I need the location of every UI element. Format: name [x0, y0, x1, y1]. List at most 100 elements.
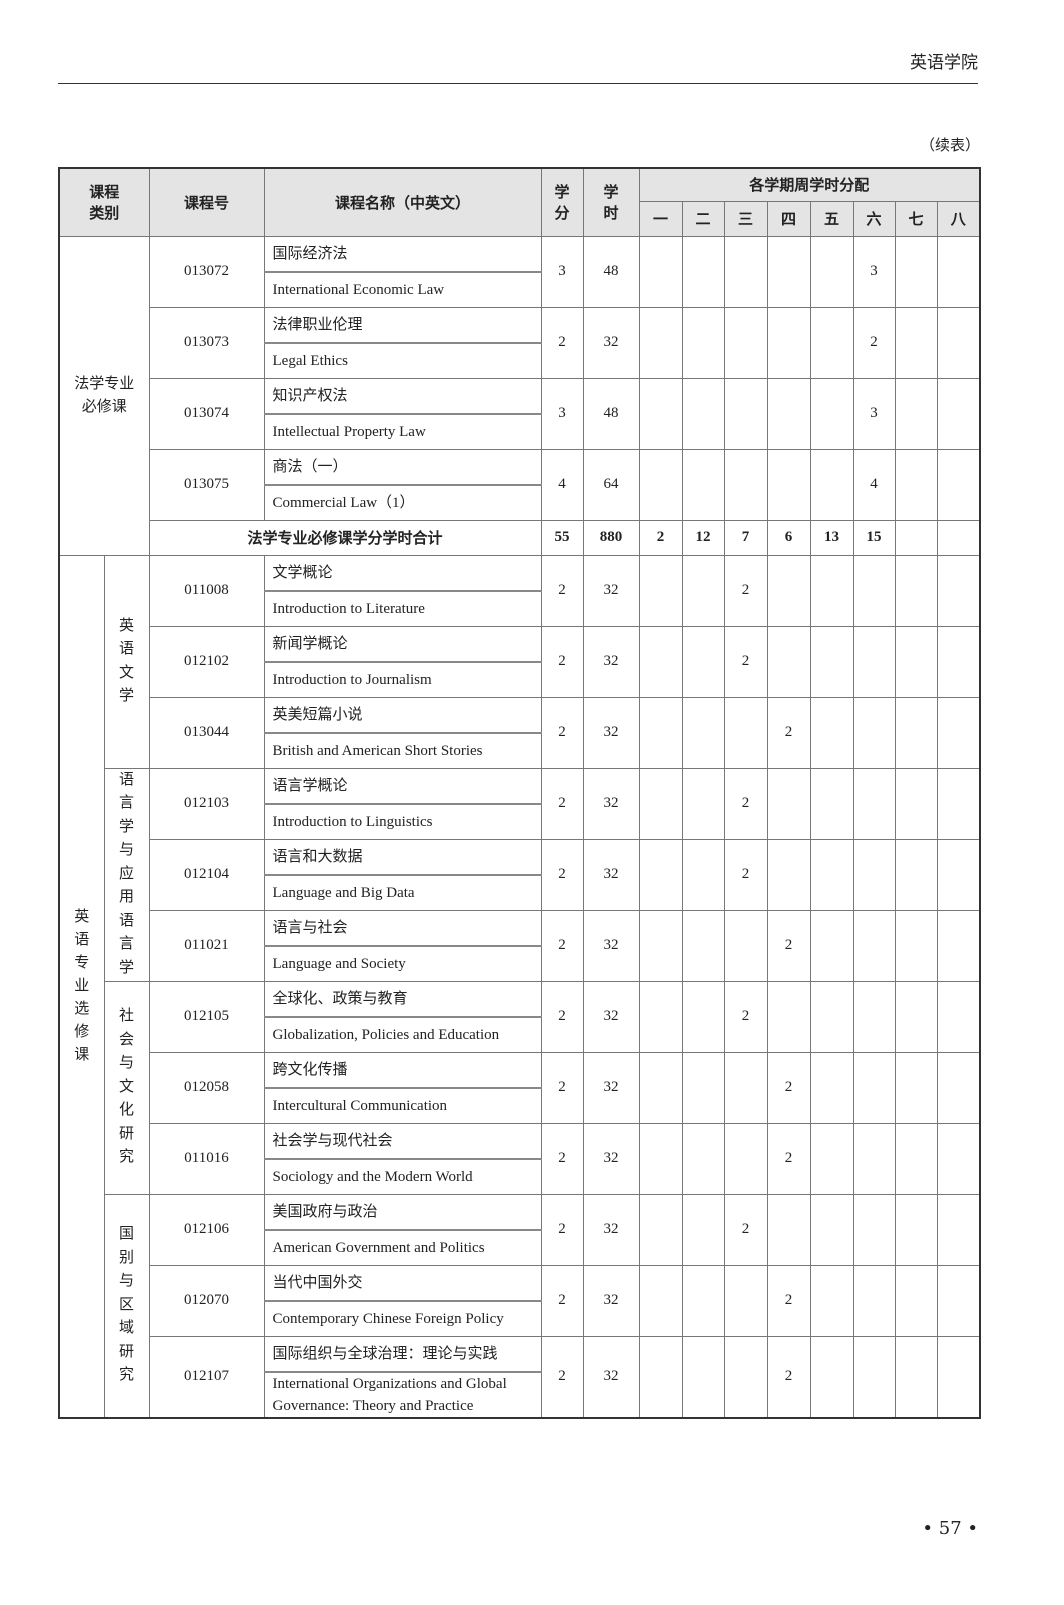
course-row-en: Intercultural Communication: [59, 1087, 980, 1124]
course-row: 社会与文化研究 012105 全球化、政策与教育 2 32 2: [59, 980, 981, 1195]
course-row: 国别与区域研究 012106 美国政府与政治 2 32 2: [59, 1193, 981, 1418]
semester-3-hours: 2: [723, 767, 768, 840]
semester-3-hours: [723, 377, 768, 450]
header-credits: 学 分: [540, 167, 584, 237]
semester-2-hours: [681, 1193, 725, 1266]
semester-8-hours: [936, 696, 981, 769]
semester-4-hours: [766, 838, 811, 911]
semester-3-hours: 2: [723, 838, 768, 911]
course-code: 011016: [148, 1122, 265, 1195]
semester-8-hours: [936, 980, 981, 1053]
semester-6-hours: 2: [852, 306, 896, 379]
semester-2-hours: [681, 1051, 725, 1124]
semester-2-hours: [681, 980, 725, 1053]
total-semester-3: 7: [723, 519, 768, 556]
course-row-en: International Economic Law: [59, 271, 980, 308]
semester-6-hours: [852, 1264, 896, 1337]
semester-7-hours: [894, 838, 938, 911]
header-semester-7: 七: [894, 200, 938, 237]
semester-7-hours: [894, 235, 938, 308]
semester-2-hours: [681, 554, 725, 627]
course-hours: 48: [582, 235, 640, 308]
course-credits: 3: [540, 377, 584, 450]
header-semester-5: 五: [809, 200, 854, 237]
semester-6-hours: [852, 1335, 896, 1418]
semester-1-hours: [638, 625, 683, 698]
semester-1-hours: [638, 1122, 683, 1195]
header-code: 课程号: [148, 167, 265, 237]
semester-7-hours: [894, 980, 938, 1053]
course-name-cn: 新闻学概论: [263, 625, 542, 663]
course-credits: 2: [540, 1122, 584, 1195]
semester-2-hours: [681, 838, 725, 911]
course-code: 012058: [148, 1051, 265, 1124]
course-name-cn: 全球化、政策与教育: [263, 980, 542, 1018]
semester-4-hours: [766, 554, 811, 627]
course-table: 课程 类别 课程号 课程名称（中英文） 学 分 学 时 各学期周学时分配 一二三…: [58, 167, 982, 1419]
course-hours: 48: [582, 377, 640, 450]
course-row-en: Sociology and the Modern World: [59, 1158, 980, 1195]
course-name-cn: 语言和大数据: [263, 838, 542, 876]
semester-1-hours: [638, 1264, 683, 1337]
course-code: 013074: [148, 377, 265, 450]
course-row-en: Language and Society: [59, 945, 980, 982]
continued-label: （续表）: [919, 136, 980, 154]
semester-3-hours: [723, 696, 768, 769]
course-code: 013073: [148, 306, 265, 379]
semester-6-hours: [852, 838, 896, 911]
category-cell: 英 语 专 业 选 修 课: [58, 554, 105, 1418]
semester-5-hours: [809, 1122, 854, 1195]
course-row: 013073 法律职业伦理 2 32 2: [59, 306, 981, 379]
course-row: 012104 语言和大数据 2 32 2: [59, 838, 981, 911]
semester-4-hours: [766, 377, 811, 450]
header-hours: 学 时: [582, 167, 640, 237]
subcategory-cell: 英语文学: [103, 554, 150, 769]
semester-3-hours: [723, 1051, 768, 1124]
course-name-en: Intercultural Communication: [263, 1087, 542, 1124]
semester-7-hours: [894, 554, 938, 627]
total-semester-6: 15: [852, 519, 896, 556]
course-name-cn: 知识产权法: [263, 377, 542, 415]
course-name-cn: 国际经济法: [263, 235, 542, 273]
semester-8-hours: [936, 1122, 981, 1195]
semester-6-hours: 3: [852, 377, 896, 450]
course-row-en: Introduction to Linguistics: [59, 803, 980, 840]
header-semester-2: 二: [681, 200, 725, 237]
course-row-en: Contemporary Chinese Foreign Policy: [59, 1300, 980, 1337]
semester-4-hours: [766, 767, 811, 840]
semester-1-hours: [638, 235, 683, 308]
course-name-en: American Government and Politics: [263, 1229, 542, 1266]
course-name-cn: 美国政府与政治: [263, 1193, 542, 1231]
course-code: 012102: [148, 625, 265, 698]
semester-5-hours: [809, 554, 854, 627]
course-row: 013044 英美短篇小说 2 32 2: [59, 696, 981, 769]
course-hours: 32: [582, 980, 640, 1053]
semester-6-hours: [852, 1122, 896, 1195]
course-code: 011021: [148, 909, 265, 982]
semester-1-hours: [638, 1193, 683, 1266]
semester-3-hours: [723, 1264, 768, 1337]
course-hours: 32: [582, 1122, 640, 1195]
course-credits: 2: [540, 767, 584, 840]
semester-8-hours: [936, 1051, 981, 1124]
course-row: 法学专业 必修课 013072 国际经济法 3 48 3: [58, 235, 981, 556]
course-credits: 2: [540, 909, 584, 982]
course-code: 012104: [148, 838, 265, 911]
course-hours: 64: [582, 448, 640, 521]
semester-4-hours: 2: [766, 1051, 811, 1124]
course-code: 013075: [148, 448, 265, 521]
semester-6-hours: [852, 1051, 896, 1124]
course-name-cn: 跨文化传播: [263, 1051, 542, 1089]
semester-1-hours: [638, 696, 683, 769]
course-row: 012058 跨文化传播 2 32 2: [59, 1051, 981, 1124]
course-credits: 2: [540, 625, 584, 698]
semester-7-hours: [894, 1051, 938, 1124]
semester-5-hours: [809, 448, 854, 521]
semester-5-hours: [809, 838, 854, 911]
course-name-cn: 商法（一）: [263, 448, 542, 486]
header-semester-1: 一: [638, 200, 683, 237]
course-hours: 32: [582, 909, 640, 982]
course-credits: 3: [540, 235, 584, 308]
semester-8-hours: [936, 909, 981, 982]
course-name-en: Introduction to Journalism: [263, 661, 542, 698]
